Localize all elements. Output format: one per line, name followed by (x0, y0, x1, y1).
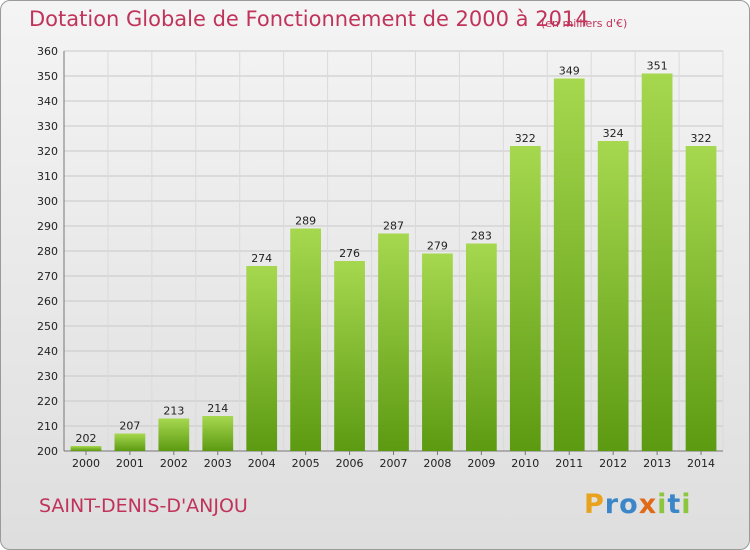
x-tick-label-2004: 2004 (248, 457, 276, 470)
value-label-2000: 202 (75, 432, 96, 445)
x-tick-label-2000: 2000 (72, 457, 100, 470)
bars (70, 73, 717, 452)
y-tick-label-210: 210 (37, 420, 58, 433)
bar-2003[interactable] (202, 416, 234, 451)
y-tick-label-230: 230 (37, 370, 58, 383)
value-label-2003: 214 (207, 402, 228, 415)
x-tick-label-2013: 2013 (643, 457, 671, 470)
x-tick-label-2012: 2012 (599, 457, 627, 470)
value-label-2006: 276 (339, 247, 360, 260)
value-label-2002: 213 (163, 405, 184, 418)
bar-2009[interactable] (465, 243, 497, 452)
x-tick-label-2005: 2005 (292, 457, 320, 470)
x-tick-label-2009: 2009 (467, 457, 495, 470)
x-tick-label-2006: 2006 (336, 457, 364, 470)
value-label-2013: 351 (647, 60, 668, 73)
bar-2001[interactable] (114, 433, 146, 452)
y-tick-label-350: 350 (37, 70, 58, 83)
value-label-2009: 283 (471, 230, 492, 243)
x-tick-label-2014: 2014 (687, 457, 715, 470)
y-tick-label-320: 320 (37, 145, 58, 158)
bar-2004[interactable] (246, 266, 278, 451)
y-tick-label-260: 260 (37, 295, 58, 308)
value-labels: 202 207 213 214 274 289 276 287 279 283 322 349 324 3… (75, 60, 711, 446)
value-label-2005: 289 (295, 215, 316, 228)
value-label-2014: 322 (691, 132, 712, 145)
bar-2010[interactable] (509, 146, 541, 451)
value-label-2011: 349 (559, 65, 580, 78)
y-tick-label-240: 240 (37, 345, 58, 358)
bar-2002[interactable] (158, 418, 190, 452)
bar-2005[interactable] (290, 228, 322, 452)
y-tick-label-360: 360 (37, 45, 58, 58)
y-tick-label-290: 290 (37, 220, 58, 233)
x-tick-label-2008: 2008 (423, 457, 451, 470)
proxiti-logo[interactable]: Proxiti (584, 489, 692, 520)
chart-subtitle: (en milliers d'€) (541, 17, 628, 30)
y-tick-label-250: 250 (37, 320, 58, 333)
bar-2000[interactable] (70, 446, 102, 451)
x-tick-label-2002: 2002 (160, 457, 188, 470)
x-tick-label-2001: 2001 (116, 457, 144, 470)
logo-letter-1: r (604, 489, 620, 520)
value-label-2012: 324 (603, 127, 624, 140)
x-tick-label-2007: 2007 (380, 457, 408, 470)
value-label-2007: 287 (383, 220, 404, 233)
logo-letter-5: t (667, 489, 682, 520)
x-tick-label-2011: 2011 (555, 457, 583, 470)
bar-2006[interactable] (334, 261, 365, 451)
y-tick-label-340: 340 (37, 95, 58, 108)
bar-2007[interactable] (378, 233, 409, 452)
commune-name: SAINT-DENIS-D'ANJOU (39, 495, 248, 517)
y-tick-label-220: 220 (37, 395, 58, 408)
y-tick-label-330: 330 (37, 120, 58, 133)
axes: 200 210 220 230 240 250 260 270 280 290 300 310 320 3… (37, 45, 723, 470)
x-tick-label-2010: 2010 (511, 457, 539, 470)
y-tick-label-270: 270 (37, 270, 58, 283)
y-tick-label-310: 310 (37, 170, 58, 183)
logo-letter-4: i (657, 489, 668, 520)
logo-letter-0: P (584, 489, 605, 520)
chart-title: Dotation Globale de Fonctionnement de 20… (29, 7, 589, 31)
value-label-2010: 322 (515, 132, 536, 145)
y-tick-label-200: 200 (37, 445, 58, 458)
y-tick-label-300: 300 (37, 195, 58, 208)
x-tick-label-2003: 2003 (204, 457, 232, 470)
value-label-2001: 207 (119, 420, 140, 433)
value-label-2004: 274 (251, 252, 272, 265)
logo-letter-2: o (619, 489, 639, 520)
y-tick-label-280: 280 (37, 245, 58, 258)
bar-2013[interactable] (641, 73, 673, 452)
value-label-2008: 279 (427, 240, 448, 253)
bar-2011[interactable] (553, 78, 585, 452)
bar-2014[interactable] (685, 146, 717, 451)
logo-letter-6: i (681, 489, 692, 520)
bar-2012[interactable] (597, 141, 629, 451)
logo-letter-3: x (638, 489, 658, 520)
bar-2008[interactable] (422, 253, 453, 452)
